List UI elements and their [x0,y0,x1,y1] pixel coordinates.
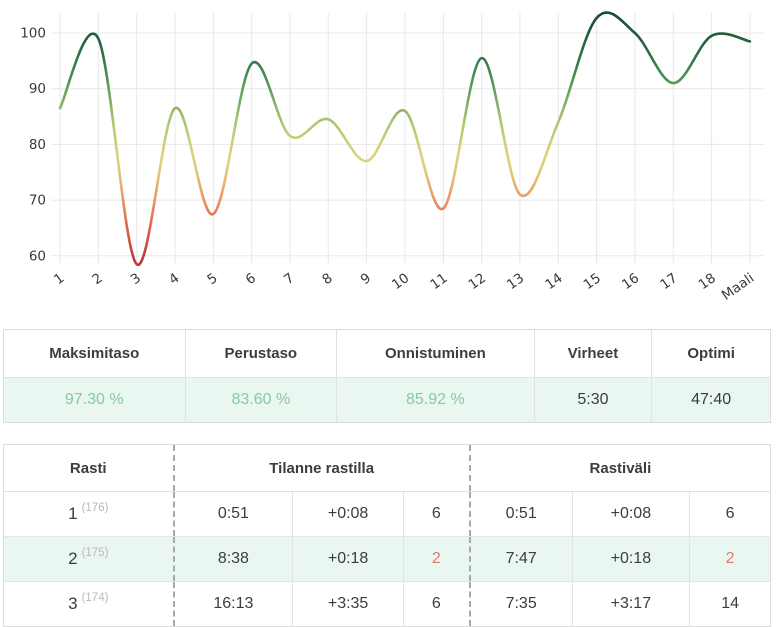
svg-text:14: 14 [542,270,565,293]
svg-text:5: 5 [204,270,220,288]
summary-header-maksimitaso: Maksimitaso [49,345,140,362]
summary-value-perustaso: 83.60 % [184,378,337,422]
control-number: 2 [68,549,78,568]
svg-text:4: 4 [166,270,182,288]
svg-text:16: 16 [619,270,642,293]
control-number-cell: 1 (176) [4,492,173,536]
leg-rank-cell: 6 [689,492,770,536]
leg-rank-cell: 14 [689,582,770,626]
svg-text:15: 15 [581,270,604,293]
svg-text:90: 90 [29,81,46,97]
summary-value-onnistuminen: 85.92 % [336,378,533,422]
svg-text:12: 12 [466,270,489,293]
splits-table: Rasti Tilanne rastilla Rastiväli 1 (176)… [3,444,771,627]
summary-value-optimi: 47:40 [651,378,770,422]
svg-text:8: 8 [319,270,335,288]
control-number: 3 [68,594,78,613]
leg-time-cell: 7:35 [468,582,572,626]
splits-header-tilanne-rastilla: Tilanne rastilla [172,445,469,491]
svg-text:3: 3 [128,270,144,288]
svg-text:17: 17 [657,270,680,293]
svg-text:10: 10 [389,270,412,293]
leg-time-cell: 0:51 [468,492,572,536]
control-code: (176) [81,502,109,514]
chart-grid [51,13,764,265]
svg-text:9: 9 [358,270,374,288]
performance-line [58,11,752,266]
summary-value-maksimitaso: 97.30 % [64,391,124,408]
leg-rank-cell: 2 [689,537,770,581]
svg-text:100: 100 [20,26,46,42]
summary-header-virheet: Virheet [533,330,652,377]
splits-header-rastivali: Rastiväli [468,445,770,491]
control-code: (174) [81,592,109,604]
summary-table: Maksimitaso Perustaso Onnistuminen Virhe… [3,329,771,423]
control-number: 1 [68,504,78,523]
cumulative-diff-cell: +0:18 [292,537,403,581]
control-number-cell: 3 (174) [4,582,173,626]
svg-text:7: 7 [281,270,297,288]
cumulative-rank-cell: 6 [402,492,469,536]
cumulative-rank-cell: 2 [402,537,469,581]
control-code: (175) [81,547,109,559]
cumulative-diff-cell: +3:35 [292,582,403,626]
splits-header-row: Rasti Tilanne rastilla Rastiväli [4,445,770,492]
y-axis-labels: 60 70 80 90 100 [20,26,46,265]
cumulative-time-cell: 16:13 [172,582,293,626]
summary-value-virheet: 5:30 [533,378,652,422]
splits-row-3: 3 (174) 16:13 +3:35 6 7:35 +3:17 14 [4,581,770,626]
x-axis-labels: 1 2 3 4 5 6 7 8 9 10 11 12 13 14 15 16 17 18 Maali [51,270,757,304]
svg-text:80: 80 [29,137,46,153]
leg-diff-cell: +3:17 [571,582,690,626]
svg-text:1: 1 [51,270,67,288]
control-number-cell: 2 (175) [4,537,173,581]
svg-text:70: 70 [29,193,46,209]
svg-text:6: 6 [243,270,259,288]
cumulative-diff-cell: +0:08 [292,492,403,536]
svg-text:13: 13 [504,270,527,293]
leg-diff-cell: +0:18 [571,537,690,581]
leg-time-cell: 7:47 [468,537,572,581]
svg-text:18: 18 [696,270,719,293]
cumulative-time-cell: 8:38 [172,537,293,581]
svg-text:Maali: Maali [719,270,757,304]
leg-diff-cell: +0:08 [571,492,690,536]
summary-header-onnistuminen: Onnistuminen [336,330,533,377]
cumulative-time-cell: 0:51 [172,492,293,536]
summary-header-optimi: Optimi [651,330,770,377]
cumulative-rank-cell: 6 [402,582,469,626]
svg-text:2: 2 [89,270,105,288]
splits-header-rasti: Rasti [69,459,107,477]
summary-value-row: 97.30 % 83.60 % 85.92 % 5:30 47:40 [4,378,770,422]
summary-header-row: Maksimitaso Perustaso Onnistuminen Virhe… [4,330,770,378]
summary-header-perustaso: Perustaso [184,330,337,377]
splits-row-2: 2 (175) 8:38 +0:18 2 7:47 +0:18 2 [4,536,770,581]
splits-row-1: 1 (176) 0:51 +0:08 6 0:51 +0:08 6 [4,492,770,536]
svg-text:11: 11 [427,270,450,293]
svg-text:60: 60 [29,248,46,264]
